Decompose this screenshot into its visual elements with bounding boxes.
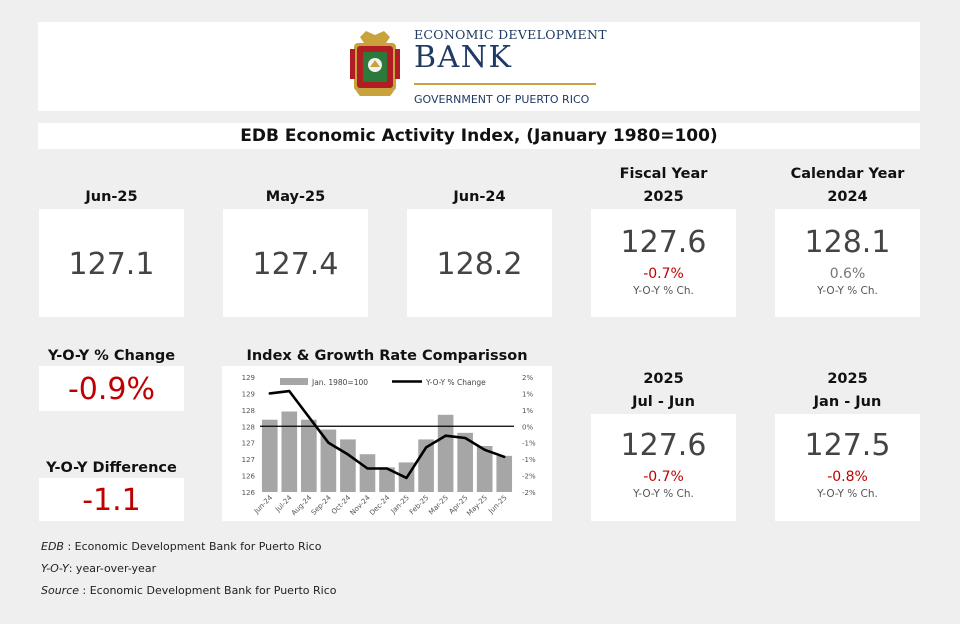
legend-line-label: Y-O-Y % Change [425, 378, 486, 387]
index-bar [379, 467, 395, 492]
chart-title: Index & Growth Rate Comparisson [246, 348, 528, 364]
left-tick-label: 128 [242, 407, 255, 415]
right-tick-label: 1% [522, 390, 533, 398]
right-tick-label: -1% [522, 440, 536, 448]
fiscal-year-pct: -0.7% [643, 266, 684, 282]
calendar-year-card: 128.1 0.6% Y-O-Y % Ch. [775, 209, 920, 317]
jun24-label: Jun-24 [453, 189, 506, 205]
janjun-card: 127.5 -0.8% Y-O-Y % Ch. [775, 414, 920, 521]
janjun-period-label: Jan - Jun [813, 394, 882, 410]
calendar-year-pct: 0.6% [829, 266, 866, 282]
footnote-text: : Economic Development Bank for Puerto R… [63, 540, 322, 553]
index-bar [320, 429, 337, 492]
janjun-sub: Y-O-Y % Ch. [817, 488, 878, 500]
bank-name-line3: GOVERNMENT OF PUERTO RICO [414, 93, 590, 106]
yoy-change-value: -0.9% [67, 372, 156, 407]
calendar-year-value-label: 2024 [827, 189, 868, 205]
left-tick-label: 129 [242, 374, 255, 382]
footnote-yoy: Y-O-Y: year-over-year [41, 558, 337, 580]
index-bar [437, 414, 454, 492]
coat-of-arms-icon [350, 31, 400, 96]
left-tick-label: 128 [242, 423, 255, 431]
legend-bar-label: Jan. 1980=100 [311, 378, 368, 387]
juljun-card: 127.6 -0.7% Y-O-Y % Ch. [591, 414, 736, 521]
bank-divider [414, 83, 596, 85]
index-bar [476, 446, 493, 492]
juljun-period-label: Jul - Jun [632, 394, 695, 410]
header-banner [38, 22, 920, 111]
may25-card: 127.4 [223, 209, 368, 317]
right-tick-label: 0% [522, 423, 533, 431]
calendar-year-sub: Y-O-Y % Ch. [817, 285, 878, 297]
fiscal-year-card: 127.6 -0.7% Y-O-Y % Ch. [591, 209, 736, 317]
title-bar [38, 123, 920, 149]
right-tick-label: -2% [522, 489, 536, 497]
footnote-edb: EDB : Economic Development Bank for Puer… [41, 536, 337, 558]
legend-bar-swatch [280, 378, 308, 385]
footnote-term: EDB [41, 540, 64, 553]
bank-name-line1: ECONOMIC DEVELOPMENT [414, 27, 607, 42]
jun25-card: 127.1 [39, 209, 184, 317]
yoy-difference-card: -1.1 [39, 478, 184, 521]
right-tick-label: 2% [522, 374, 533, 382]
footnotes: EDB : Economic Development Bank for Puer… [41, 536, 337, 602]
jun25-label: Jun-25 [85, 189, 138, 205]
juljun-pct: -0.7% [643, 469, 684, 485]
may25-label: May-25 [265, 189, 326, 205]
left-tick-label: 127 [242, 440, 255, 448]
fiscal-year-value-label: 2025 [643, 189, 684, 205]
right-tick-label: 1% [522, 407, 533, 415]
may25-value: 127.4 [252, 247, 339, 282]
jun24-card: 128.2 [407, 209, 552, 317]
calendar-year-value: 128.1 [804, 225, 891, 260]
juljun-value: 127.6 [620, 428, 707, 463]
yoy-difference-value: -1.1 [82, 483, 141, 518]
page-title: EDB Economic Activity Index, (January 19… [240, 126, 718, 146]
yoy-change-card: -0.9% [39, 366, 184, 411]
right-tick-label: -1% [522, 456, 536, 464]
fiscal-year-label: Fiscal Year [619, 166, 708, 182]
left-tick-label: 127 [242, 456, 255, 464]
footnote-term: Y-O-Y [41, 562, 69, 575]
right-tick-label: -2% [522, 473, 536, 481]
calendar-year-label: Calendar Year [790, 166, 905, 182]
juljun-sub: Y-O-Y % Ch. [633, 488, 694, 500]
index-bar [340, 439, 356, 492]
footnote-term: Source [41, 584, 80, 597]
footnote-text: : year-over-year [68, 562, 157, 575]
janjun-pct: -0.8% [827, 469, 868, 485]
yoy-difference-label: Y-O-Y Difference [46, 460, 177, 476]
yoy-growth-line [268, 389, 506, 480]
jun25-value: 127.1 [68, 247, 155, 282]
bank-name-line2: BANK [414, 40, 513, 75]
fiscal-year-value: 127.6 [620, 225, 707, 260]
fiscal-year-sub: Y-O-Y % Ch. [633, 285, 694, 297]
index-bar [261, 419, 278, 492]
index-bar [281, 411, 298, 492]
index-bar [359, 454, 376, 492]
jun24-value: 128.2 [436, 247, 523, 282]
janjun-value: 127.5 [804, 428, 891, 463]
left-tick-label: 126 [242, 473, 256, 481]
index-bar [301, 419, 317, 492]
juljun-year-label: 2025 [643, 371, 684, 387]
left-tick-label: 126 [242, 489, 256, 497]
janjun-year-label: 2025 [827, 371, 868, 387]
left-tick-label: 129 [242, 390, 255, 398]
yoy-change-label: Y-O-Y % Change [47, 348, 176, 364]
index-bar [496, 455, 513, 492]
footnote-source: Source : Economic Development Bank for P… [41, 580, 337, 602]
index-growth-chart: 126 126 127 127 128 128 129 129 2% 1% 1% 0% -1% -1% -2… [222, 366, 552, 521]
index-bar [457, 432, 473, 492]
footnote-text: : Economic Development Bank for Puerto R… [79, 584, 337, 597]
